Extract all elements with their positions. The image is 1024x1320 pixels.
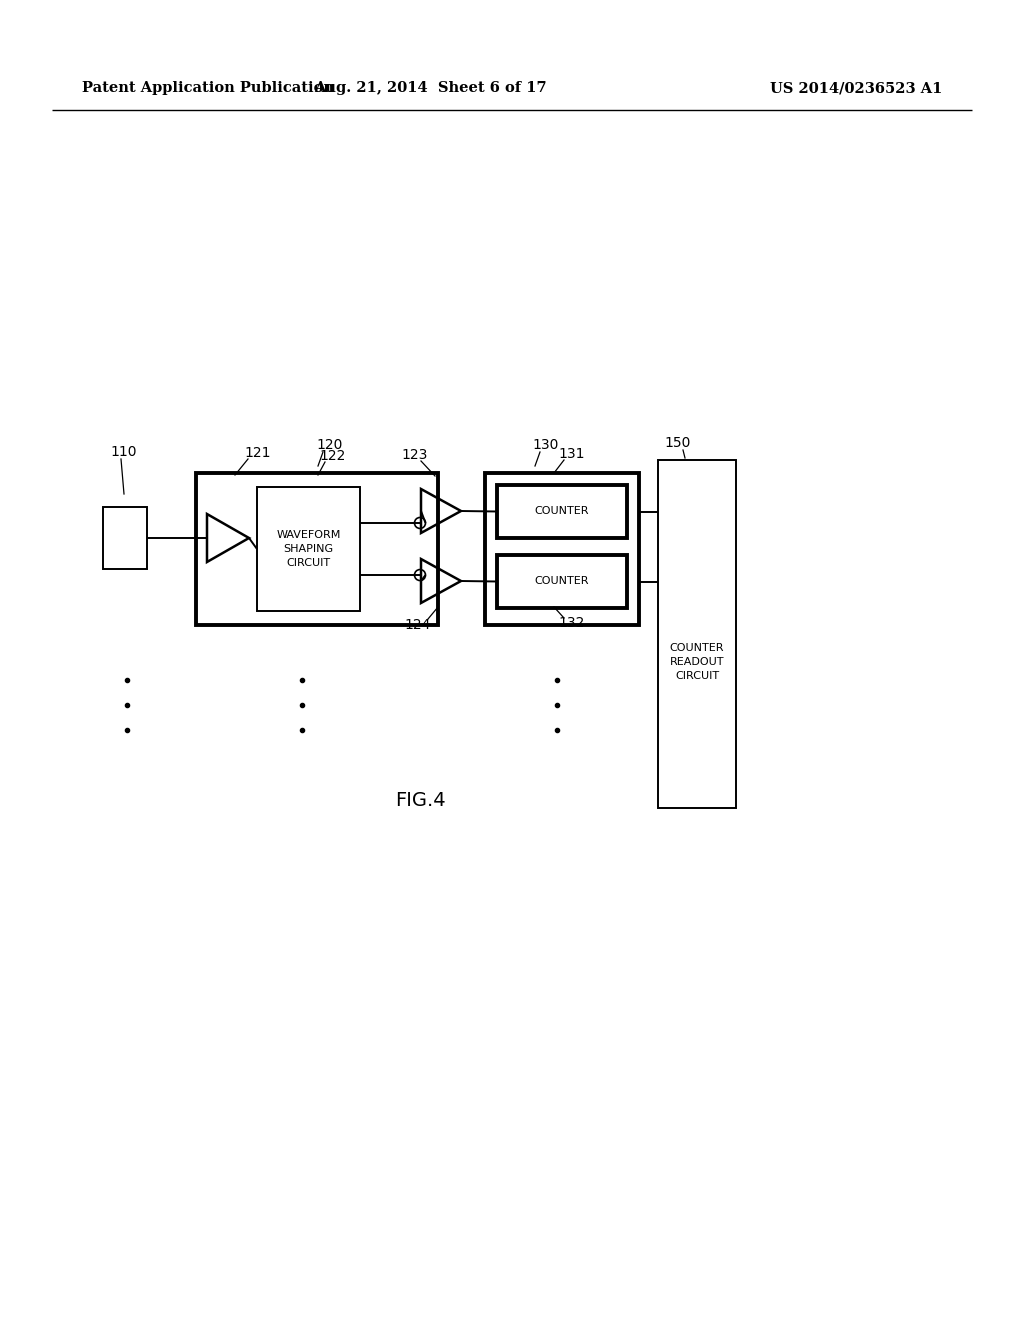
- Text: 124: 124: [404, 618, 431, 632]
- Text: 110: 110: [110, 445, 136, 459]
- Text: 132: 132: [559, 616, 585, 630]
- Text: COUNTER: COUNTER: [535, 507, 589, 516]
- Text: 130: 130: [532, 438, 559, 451]
- Text: Patent Application Publication: Patent Application Publication: [82, 81, 334, 95]
- Text: 120: 120: [316, 438, 343, 451]
- Text: 150: 150: [665, 436, 691, 450]
- Text: Aug. 21, 2014  Sheet 6 of 17: Aug. 21, 2014 Sheet 6 of 17: [313, 81, 547, 95]
- Text: COUNTER: COUNTER: [535, 577, 589, 586]
- Bar: [497, 484, 627, 539]
- Text: 123: 123: [401, 447, 428, 462]
- Bar: [485, 473, 639, 624]
- Bar: [196, 473, 438, 624]
- Text: 131: 131: [559, 447, 586, 461]
- Bar: [497, 554, 627, 609]
- Text: US 2014/0236523 A1: US 2014/0236523 A1: [770, 81, 942, 95]
- Text: COUNTER
READOUT
CIRCUIT: COUNTER READOUT CIRCUIT: [670, 643, 724, 681]
- Bar: [658, 459, 736, 808]
- Text: WAVEFORM
SHAPING
CIRCUIT: WAVEFORM SHAPING CIRCUIT: [276, 531, 341, 568]
- Bar: [257, 487, 360, 611]
- Bar: [103, 507, 147, 569]
- Text: FIG.4: FIG.4: [394, 791, 445, 809]
- Text: 122: 122: [319, 449, 346, 463]
- Text: 121: 121: [245, 446, 271, 459]
